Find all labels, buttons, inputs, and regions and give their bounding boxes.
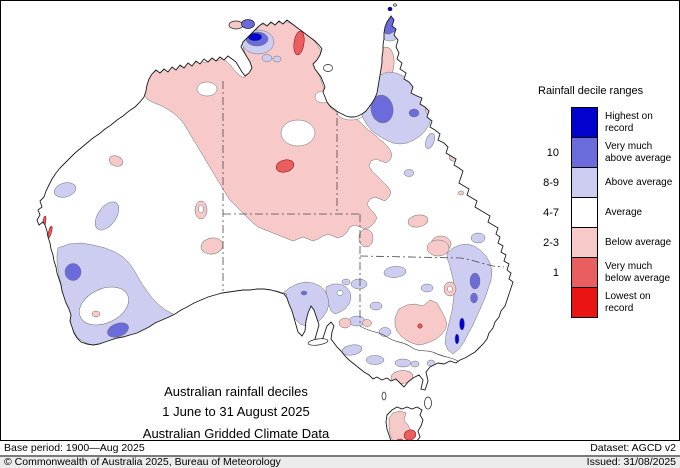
legend-decile: 4-7 [543, 206, 559, 219]
legend-label: Lowest on record [605, 290, 651, 314]
legend-row-very-much-below: 1 Very much below average [529, 257, 679, 288]
tasmania-regions [388, 410, 417, 440]
legend: Rainfall decile ranges Highest on record… [529, 85, 679, 318]
state-borders [222, 81, 505, 326]
sa-cluster [200, 237, 352, 327]
region-red-arnhem [293, 30, 305, 56]
top-end-cluster [241, 29, 282, 63]
legend-swatch-lowest-on-record [571, 287, 598, 318]
dataset-text: Dataset: AGCD v2 [590, 442, 676, 454]
status-bar: Base period: 1900—Aug 2025 Dataset: AGCD… [0, 441, 680, 457]
map-title-block: Australian rainfall deciles 1 June to 31… [76, 382, 396, 444]
legend-row-highest-on-record: Highest on record [529, 107, 679, 138]
map-area: Rainfall decile ranges Highest on record… [0, 0, 680, 441]
legend-label: Below average [605, 236, 672, 248]
legend-row-lowest-on-record: Lowest on record [529, 287, 679, 318]
legend-row-average: 4-7 Average [529, 197, 679, 228]
legend-label: Above average [605, 176, 673, 188]
base-period-text: Base period: 1900—Aug 2025 [4, 442, 145, 454]
copyright-text: © Commonwealth of Australia 2025, Bureau… [4, 456, 281, 468]
islands [228, 3, 432, 410]
legend-decile: 2-3 [543, 236, 559, 249]
legend-label: Very much below average [605, 260, 671, 284]
legend-swatch-very-much-below [571, 257, 598, 288]
nsw-pink-areas [394, 239, 457, 346]
legend-swatch-below-average [571, 227, 598, 258]
australia-rainfall-map [36, 3, 514, 440]
legend-swatch-above-average [571, 167, 598, 198]
legend-decile: 10 [546, 146, 559, 159]
inland-lavender-blobs [341, 266, 436, 368]
legend-row-above-average: 8-9 Above average [529, 167, 679, 198]
region-red-nt [275, 159, 295, 173]
map-title-line3: Australian Gridded Climate Data [142, 426, 330, 441]
map-title-line2: 1 June to 31 August 2025 [162, 404, 310, 419]
legend-swatch-average [571, 197, 598, 228]
wa-scattered [41, 155, 208, 239]
legend-label: Average [605, 206, 643, 218]
legend-swatch-highest-on-record [571, 107, 598, 138]
murray-border [359, 325, 459, 362]
footer: © Commonwealth of Australia 2025, Bureau… [0, 456, 680, 468]
legend-title: Rainfall decile ranges [538, 85, 644, 97]
legend-decile: 8-9 [543, 176, 559, 189]
legend-row-very-much-above: 10 Very much above average [529, 137, 679, 168]
legend-label: Highest on record [605, 110, 653, 134]
legend-decile: 1 [552, 266, 559, 279]
legend-label: Very much above average [605, 140, 672, 164]
issued-text: Issued: 31/08/2025 [586, 456, 676, 468]
map-title-line1: Australian rainfall deciles [164, 384, 308, 399]
legend-swatch-very-much-above [571, 137, 598, 168]
legend-row-below-average: 2-3 Below average [529, 227, 679, 258]
